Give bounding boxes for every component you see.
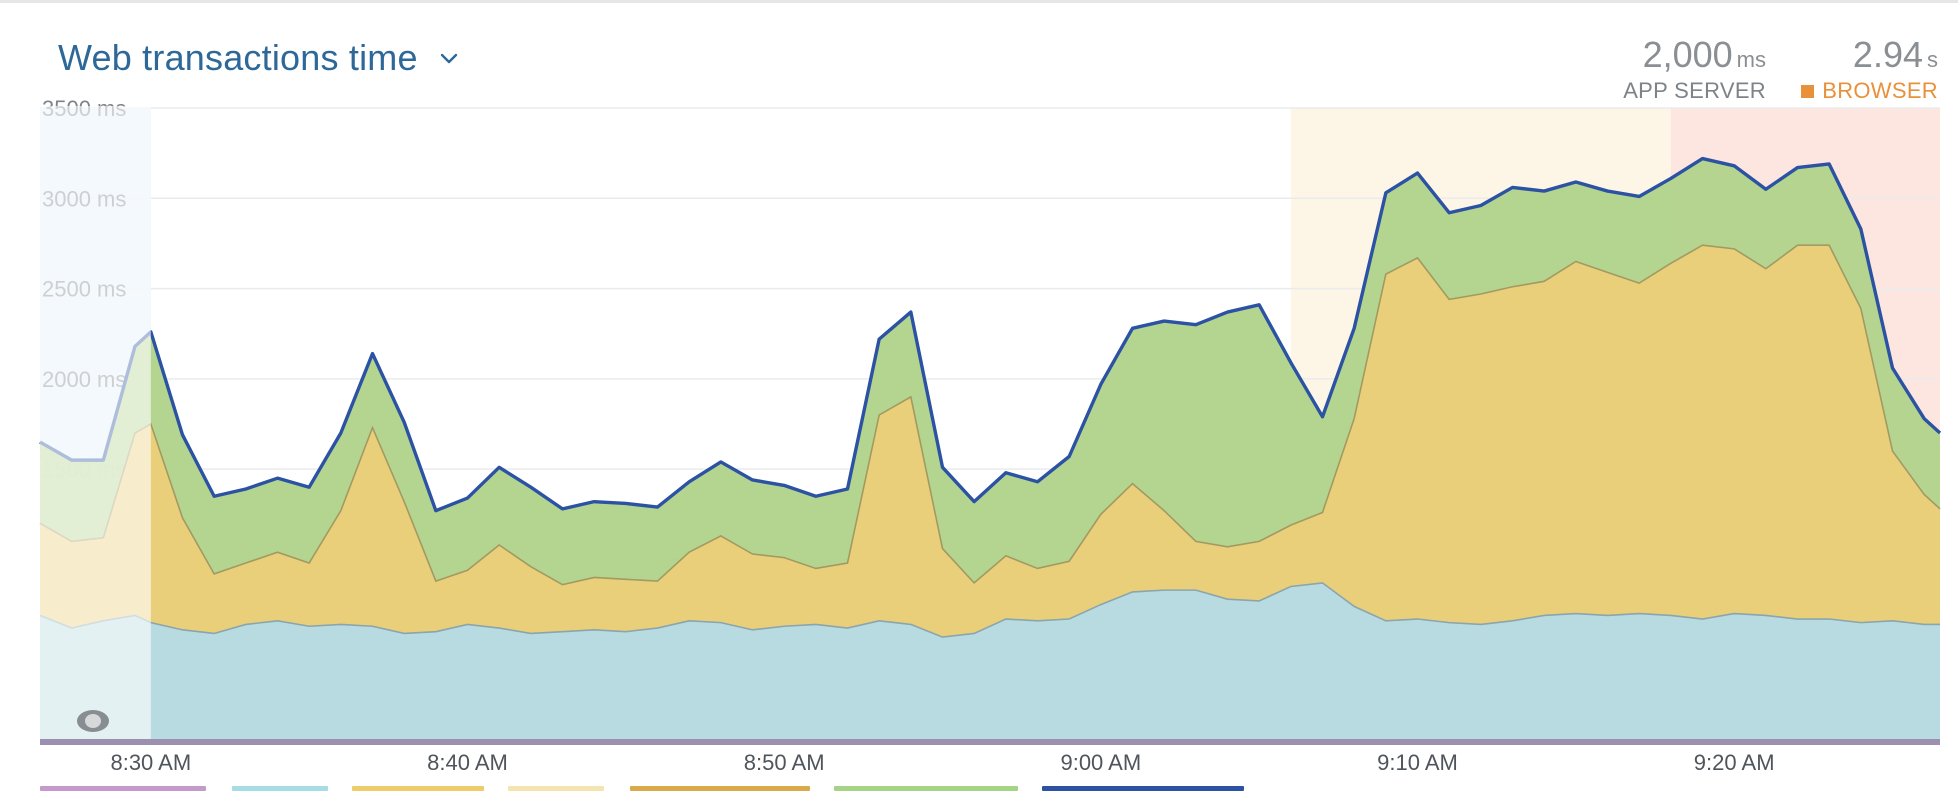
legend-swatch-3[interactable] [508,786,604,791]
x-tick-label: 9:10 AM [1377,750,1458,775]
app-server-metric: 2,000 ms APP SERVER [1623,34,1766,104]
browser-metric: 2.94 s BROWSER [1801,34,1938,104]
x-tick-label: 9:20 AM [1694,750,1775,775]
legend-swatch-4[interactable] [630,786,810,791]
x-tick-label: 9:00 AM [1060,750,1141,775]
browser-swatch-icon [1801,85,1815,98]
browser-value: 2.94 [1852,34,1923,75]
left-fade-overlay [40,106,151,740]
area-series-1 [40,245,1940,740]
chevron-down-icon[interactable] [440,52,458,70]
x-tick-label: 8:30 AM [110,750,191,775]
app-server-label: APP SERVER [1623,78,1766,103]
browser-label-text: BROWSER [1822,78,1938,103]
area-series-0 [40,582,1940,740]
series-boundary-line-1 [39,244,1941,586]
legend-swatch-6[interactable] [1042,786,1244,791]
legend-swatch-2[interactable] [352,786,484,791]
eye-icon-pupil [85,714,101,728]
legend-swatch-5[interactable] [834,786,1018,791]
app-server-value: 2,000 [1642,34,1733,75]
chart-title: Web transactions time [58,37,418,78]
legend-swatch-1[interactable] [232,786,328,791]
legend-swatch-0[interactable] [40,786,206,791]
browser-unit: s [1927,47,1938,72]
total-line [39,156,1942,513]
app-server-unit: ms [1736,47,1766,72]
browser-label: BROWSER [1801,78,1938,104]
x-axis-baseline [40,739,1940,745]
series-boundary-line-0 [39,582,1940,638]
x-tick-label: 8:50 AM [744,750,825,775]
chart-title-dropdown[interactable]: Web transactions time [58,30,458,86]
top-divider [0,0,1958,3]
x-tick-label: 8:40 AM [427,750,508,775]
